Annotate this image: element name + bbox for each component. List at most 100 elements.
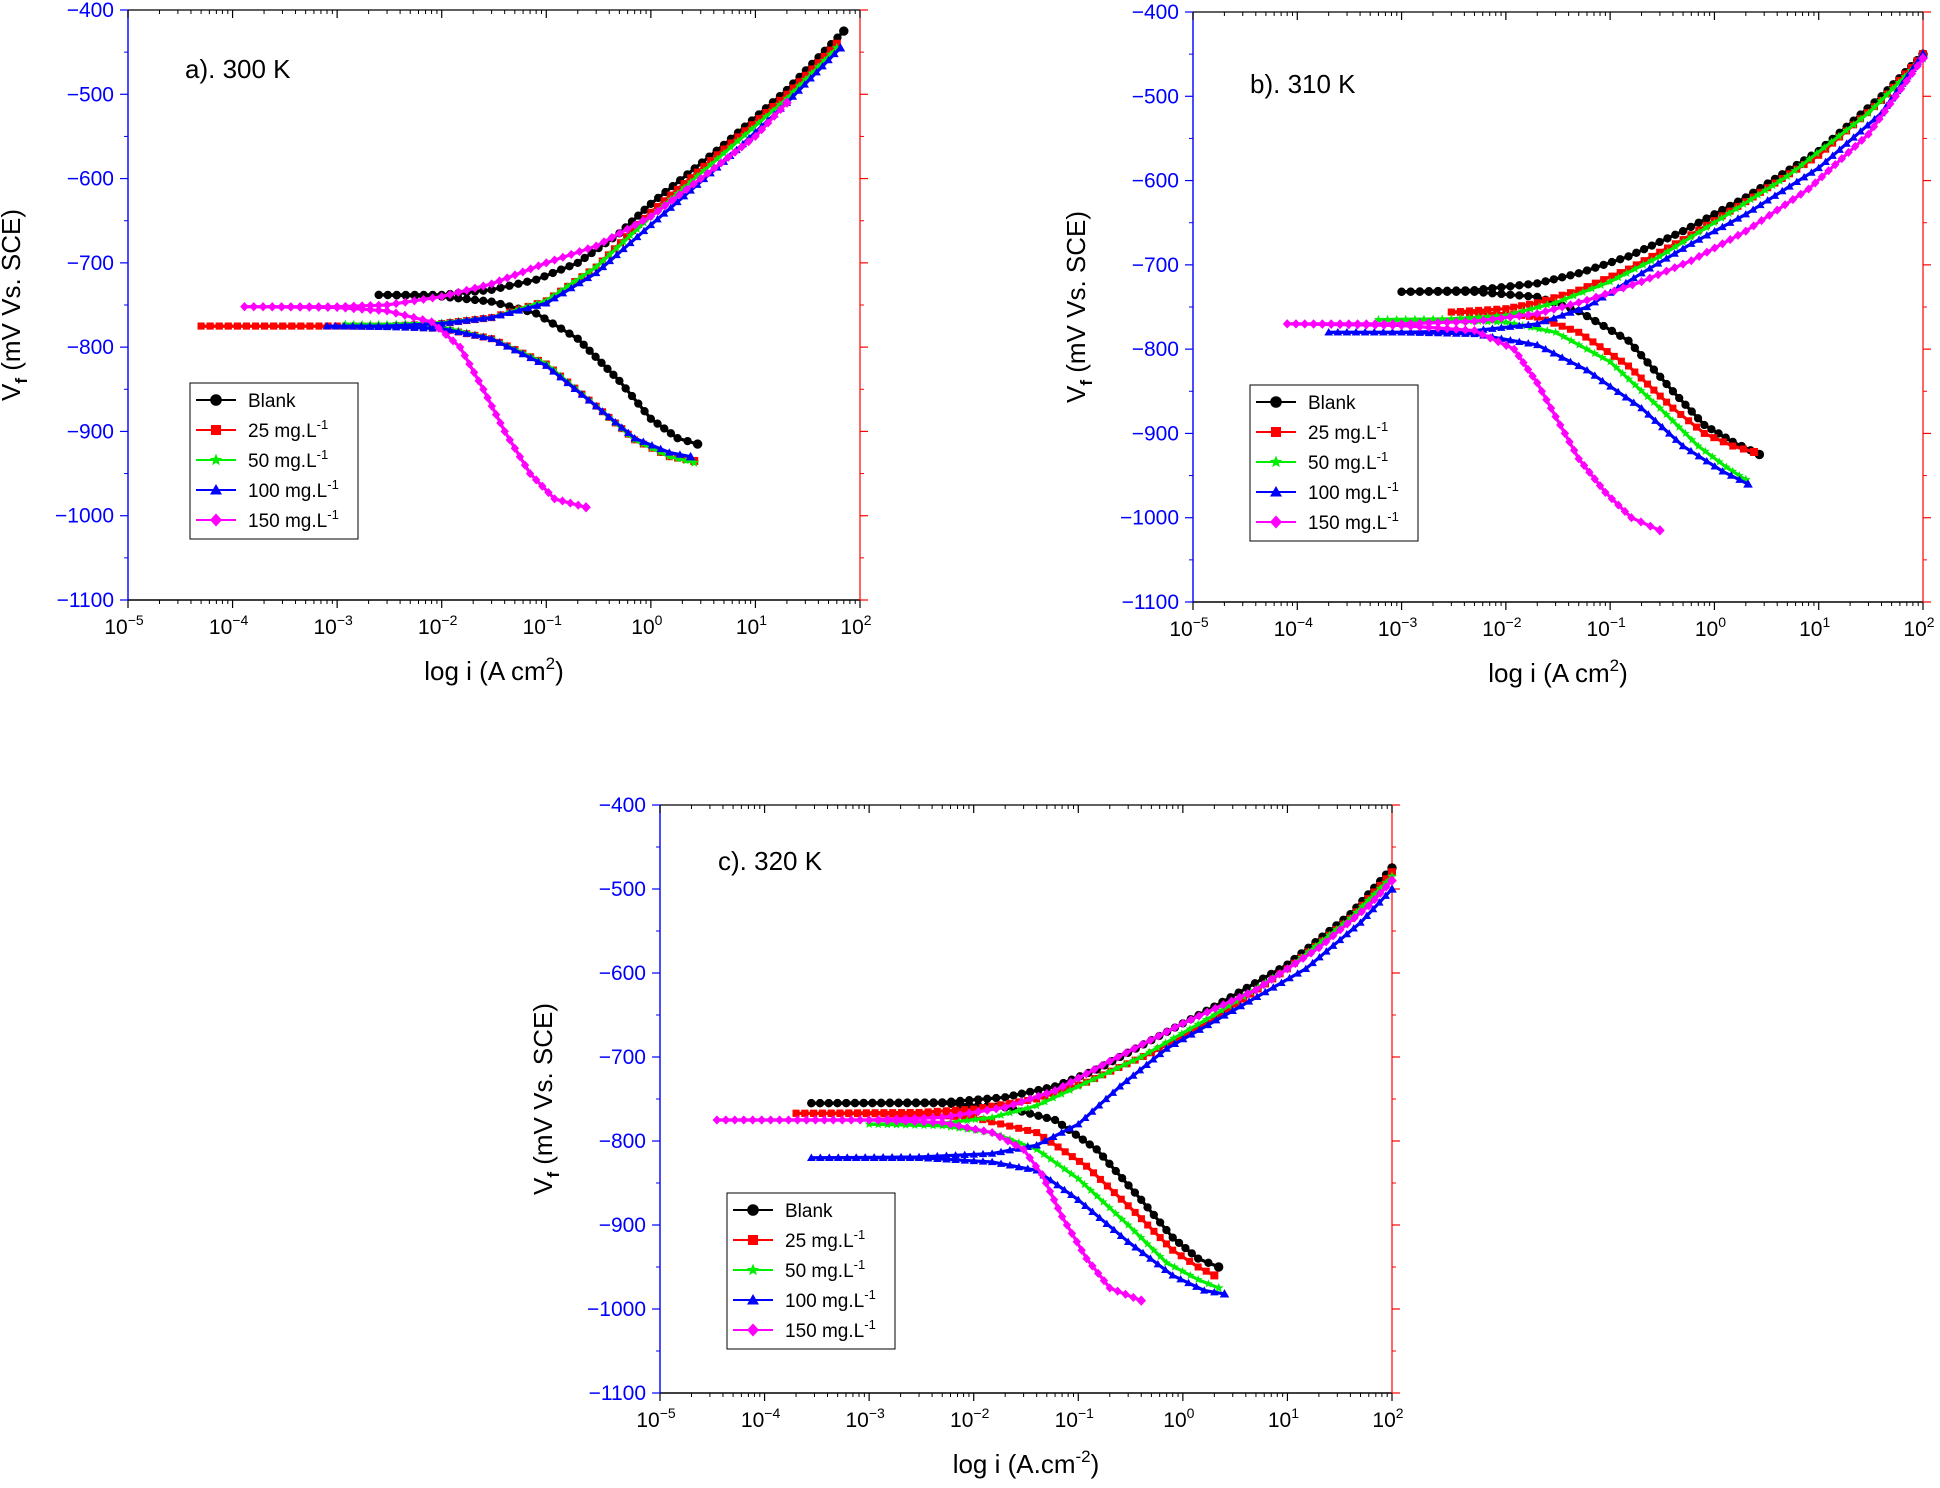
data-point (1243, 988, 1253, 999)
data-point (632, 232, 642, 241)
data-point (1610, 286, 1619, 296)
data-point (460, 351, 469, 361)
data-point (258, 302, 268, 312)
data-point (1541, 344, 1550, 353)
data-point (1375, 898, 1384, 906)
y-tick-label: −900 (599, 1214, 646, 1237)
data-point (1025, 1109, 1035, 1118)
data-point (1129, 1071, 1138, 1079)
data-point (1812, 148, 1822, 158)
data-point (1162, 1027, 1171, 1037)
data-point (1129, 1292, 1138, 1302)
data-point (1591, 292, 1601, 302)
data-point (1734, 471, 1744, 480)
data-point (630, 433, 639, 442)
data-point (1318, 936, 1327, 945)
data-point (1170, 1023, 1179, 1033)
data-point (689, 457, 700, 467)
data-point (1509, 344, 1519, 354)
data-point (862, 1109, 870, 1117)
data-point (1228, 1006, 1237, 1014)
data-point (1749, 221, 1758, 231)
panel-label: b). 310 K (1250, 69, 1356, 99)
data-point (1671, 435, 1681, 443)
data-point (1034, 1091, 1043, 1101)
data-point (252, 322, 260, 330)
data-point (751, 131, 760, 141)
data-point (1192, 1282, 1201, 1290)
x-tick-label: 10−2 (418, 612, 458, 639)
data-point (1130, 1188, 1140, 1197)
data-point (1344, 319, 1353, 329)
data-point (1631, 368, 1639, 376)
data-point (1797, 160, 1807, 169)
data-point (1009, 1091, 1018, 1100)
data-point (1876, 96, 1885, 105)
data-point (992, 1093, 1001, 1103)
data-point (1041, 1092, 1049, 1100)
data-point (1137, 1215, 1145, 1223)
data-point (1184, 1278, 1193, 1287)
data-point (1025, 1153, 1034, 1163)
data-point (570, 384, 579, 392)
x-tick-label: 101 (1268, 1405, 1299, 1432)
data-point (242, 322, 250, 330)
data-point (567, 283, 576, 292)
data-point (640, 407, 649, 416)
data-point (1669, 404, 1677, 412)
data-point (598, 407, 607, 415)
data-point (1098, 1197, 1108, 1206)
data-point (1461, 325, 1470, 335)
data-point (1155, 1251, 1165, 1261)
data-point (979, 1104, 987, 1112)
data-point (1349, 924, 1358, 932)
data-point (1415, 287, 1424, 296)
data-point (938, 1098, 947, 1107)
data-point (1770, 191, 1780, 199)
data-point (1033, 1095, 1041, 1103)
data-point (627, 391, 637, 401)
data-point (962, 1123, 972, 1133)
data-point (1534, 302, 1544, 311)
data-point (747, 124, 757, 133)
data-point (1678, 237, 1688, 246)
data-point (1401, 314, 1411, 324)
data-point (1582, 266, 1592, 275)
series-4 (712, 875, 1397, 1306)
data-point (996, 1159, 1006, 1167)
data-point (1502, 305, 1510, 313)
data-point (1598, 376, 1607, 385)
data-point (800, 80, 809, 88)
data-point (1032, 1141, 1041, 1149)
data-point (1681, 400, 1690, 409)
data-point (1582, 295, 1592, 305)
data-point (523, 277, 532, 286)
data-point (1687, 256, 1696, 266)
data-point (1023, 1164, 1032, 1172)
data-point (1533, 279, 1542, 288)
data-point (1077, 1245, 1086, 1255)
data-point (1650, 386, 1658, 394)
data-point (1023, 1103, 1033, 1112)
data-point (1785, 182, 1794, 190)
data-point (1610, 352, 1618, 360)
data-point (634, 399, 643, 408)
data-point (575, 278, 584, 287)
data-point (1176, 1274, 1185, 1283)
data-point (1479, 285, 1488, 294)
data-point (1109, 1225, 1119, 1233)
data-point (1739, 199, 1748, 208)
data-point (1220, 1011, 1229, 1019)
legend-item: 150 mg.L-1 (733, 1317, 876, 1342)
legend-marker (747, 1294, 759, 1305)
data-point (1375, 883, 1385, 893)
data-point (1162, 1240, 1170, 1248)
data-point (1739, 445, 1747, 453)
data-point (1149, 1055, 1158, 1063)
data-point (883, 1114, 892, 1124)
data-point (1533, 299, 1541, 307)
data-point (1542, 300, 1552, 309)
x-tick-label: 10−2 (1482, 614, 1522, 641)
data-point (1614, 272, 1623, 282)
y-tick-label: −600 (67, 168, 114, 191)
